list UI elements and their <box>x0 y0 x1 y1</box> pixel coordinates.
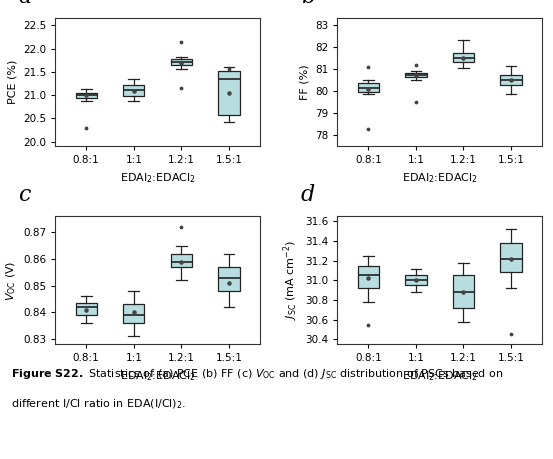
PathPatch shape <box>171 254 192 267</box>
Text: $\mathbf{Figure\ S22.}$ Statistics of (a) PCE (b) FF (c) $V_{\rm OC}$ and (d) $J: $\mathbf{Figure\ S22.}$ Statistics of (a… <box>11 367 503 381</box>
Text: a: a <box>18 0 32 8</box>
X-axis label: EDAI$_2$:EDACl$_2$: EDAI$_2$:EDACl$_2$ <box>401 369 478 383</box>
Text: b: b <box>301 0 315 8</box>
PathPatch shape <box>123 304 144 323</box>
PathPatch shape <box>405 73 426 78</box>
PathPatch shape <box>405 275 426 285</box>
PathPatch shape <box>500 243 521 273</box>
PathPatch shape <box>76 303 97 315</box>
X-axis label: EDAI$_2$:EDACl$_2$: EDAI$_2$:EDACl$_2$ <box>401 171 478 185</box>
Y-axis label: PCE (%): PCE (%) <box>8 60 18 105</box>
PathPatch shape <box>218 71 239 115</box>
X-axis label: EDAI$_2$:EDACl$_2$: EDAI$_2$:EDACl$_2$ <box>119 369 196 383</box>
PathPatch shape <box>453 53 474 62</box>
PathPatch shape <box>453 275 474 308</box>
PathPatch shape <box>123 85 144 96</box>
PathPatch shape <box>76 93 97 98</box>
X-axis label: EDAI$_2$:EDACl$_2$: EDAI$_2$:EDACl$_2$ <box>119 171 196 185</box>
PathPatch shape <box>171 59 192 65</box>
PathPatch shape <box>500 75 521 85</box>
PathPatch shape <box>358 266 379 288</box>
Y-axis label: FF (%): FF (%) <box>300 64 310 100</box>
Y-axis label: $V_{\rm OC}$ (V): $V_{\rm OC}$ (V) <box>4 260 18 301</box>
Text: c: c <box>18 184 31 206</box>
Text: d: d <box>301 184 315 206</box>
Text: different I/Cl ratio in EDA(I/Cl)$_2$.: different I/Cl ratio in EDA(I/Cl)$_2$. <box>11 397 186 411</box>
PathPatch shape <box>218 267 239 291</box>
PathPatch shape <box>358 83 379 91</box>
Y-axis label: $J_{\rm SC}$ (mA cm$^{-2}$): $J_{\rm SC}$ (mA cm$^{-2}$) <box>281 241 300 320</box>
